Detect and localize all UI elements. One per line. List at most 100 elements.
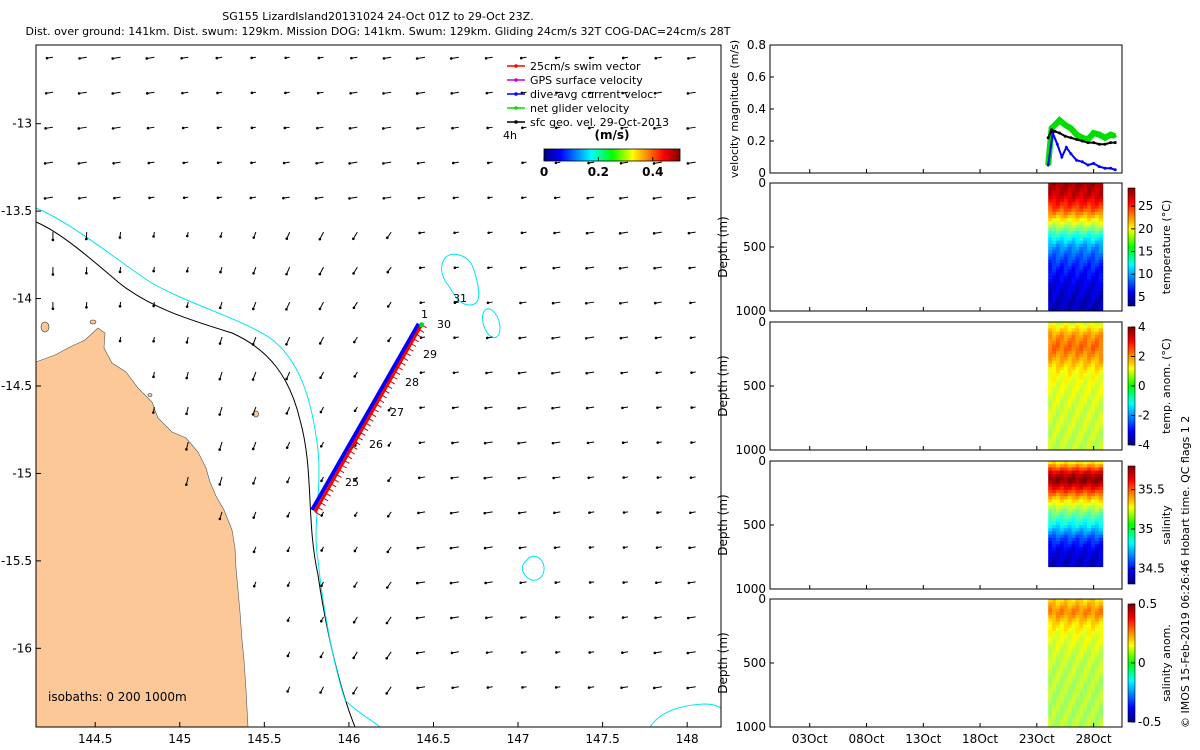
heatmap-cell: [1083, 477, 1088, 481]
current-vector-head: [352, 237, 355, 241]
heatmap-cell: [1087, 446, 1092, 451]
heatmap-cell: [1094, 640, 1100, 645]
heatmap-cell: [1059, 215, 1065, 219]
heatmap-cell: [1079, 531, 1084, 536]
heatmap-cell: [1063, 717, 1069, 722]
heatmap-cell: [1048, 322, 1053, 326]
current-vector-head: [521, 196, 524, 200]
heatmap-cell: [1048, 714, 1053, 718]
heatmap-cell: [1059, 470, 1065, 475]
heatmap-cell: [1083, 307, 1088, 312]
heatmap-cell: [1098, 461, 1104, 465]
y-tick-label: -14.5: [1, 379, 32, 393]
heatmap-cell: [1055, 634, 1061, 638]
heatmap-cell: [1048, 408, 1053, 413]
heatmap-cell: [1094, 547, 1100, 552]
heatmap-cell: [1083, 354, 1088, 358]
heatmap-cell: [1071, 621, 1076, 626]
current-vector-head: [618, 267, 622, 270]
heatmap-cell: [1059, 531, 1065, 536]
heatmap-cell: [1052, 608, 1057, 613]
heatmap-cell: [1059, 386, 1065, 390]
current-vector-head: [620, 686, 623, 690]
heatmap-cell: [1098, 650, 1104, 654]
heatmap-cell: [1055, 363, 1061, 368]
heatmap-cell: [1098, 473, 1104, 478]
heatmap-cell: [1091, 301, 1096, 306]
heatmap-cell: [1094, 373, 1100, 377]
heatmap-cell: [1083, 711, 1088, 715]
swim-vector: [410, 343, 417, 347]
heatmap-cell: [1094, 227, 1100, 232]
heatmap-cell: [1083, 331, 1088, 336]
heatmap-cell: [1071, 402, 1076, 406]
heatmap-cell: [1063, 553, 1069, 558]
heatmap-cell: [1059, 295, 1065, 299]
figure-title: SG155 LizardIsland20131024 24-Oct 01Z to…: [222, 10, 533, 23]
current-vector-head: [554, 581, 558, 584]
heatmap-cell: [1079, 464, 1084, 468]
current-vector-head: [314, 197, 318, 200]
heatmap-cell: [1079, 338, 1084, 342]
x-tick-label: 145.5: [247, 732, 281, 746]
heatmap-cell: [1059, 675, 1065, 680]
current-vector-head: [486, 301, 490, 305]
heatmap-cell: [1091, 234, 1096, 238]
heatmap-cell: [1091, 550, 1096, 555]
heatmap-cell: [1083, 341, 1088, 345]
heatmap-cell: [1098, 557, 1104, 561]
heatmap-cell: [1071, 669, 1076, 674]
heatmap-cell: [1075, 263, 1080, 267]
heatmap-cell: [1079, 205, 1084, 210]
current-vector-head: [553, 196, 557, 200]
heatmap-cell: [1083, 298, 1088, 302]
heatmap-cell: [1059, 723, 1065, 728]
heatmap-cell: [1083, 411, 1088, 416]
heatmap-cell: [1079, 525, 1084, 529]
current-vector-head: [418, 441, 422, 445]
heatmap-cell: [1098, 285, 1104, 290]
heatmap-cell: [1075, 307, 1080, 312]
heatmap-cell: [1083, 605, 1088, 610]
heatmap-cell: [1087, 398, 1092, 403]
heatmap-cell: [1059, 240, 1065, 245]
current-vector-head: [218, 342, 222, 345]
heatmap-cell: [1055, 434, 1061, 438]
heatmap-cell: [1067, 446, 1073, 451]
heatmap-cell: [1063, 624, 1069, 629]
swim-vector: [408, 347, 414, 352]
heatmap-cell: [1079, 714, 1084, 718]
heatmap-cell: [1052, 669, 1057, 674]
heatmap-cell: [1087, 467, 1092, 472]
heatmap-cell: [1071, 386, 1076, 390]
heatmap-cell: [1071, 282, 1076, 286]
heatmap-cell: [1067, 272, 1073, 277]
current-vector-head: [484, 406, 488, 410]
velocity-point: [1080, 160, 1084, 164]
heatmap-cell: [1098, 608, 1104, 613]
heatmap-cell: [1079, 256, 1084, 261]
heatmap-cell: [1098, 547, 1104, 552]
current-vector-head: [318, 237, 322, 241]
heatmap-cell: [1075, 653, 1080, 658]
current-vector-head: [182, 161, 186, 165]
heatmap-cell: [1048, 640, 1053, 645]
heatmap-cell: [1079, 615, 1084, 619]
heatmap-cell: [1063, 557, 1069, 561]
velocity-ylabel: velocity magnitude (m/s): [728, 40, 741, 178]
heatmap-cell: [1075, 395, 1080, 400]
heatmap-cell: [1087, 205, 1092, 210]
current-vector-head: [216, 91, 219, 95]
heatmap-cell: [1067, 424, 1073, 429]
heatmap-cell: [1091, 477, 1096, 481]
heatmap-cell: [1059, 298, 1065, 302]
heatmap-cell: [1063, 322, 1069, 326]
heatmap-cell: [1075, 493, 1080, 497]
heatmap-cell: [1079, 331, 1084, 336]
current-vector-head: [252, 516, 256, 519]
current-vector-head: [386, 586, 389, 589]
heatmap-cell: [1059, 534, 1065, 539]
heatmap-cell: [1052, 298, 1057, 302]
heatmap-cell: [1063, 714, 1069, 718]
heatmap-cell: [1083, 386, 1088, 390]
